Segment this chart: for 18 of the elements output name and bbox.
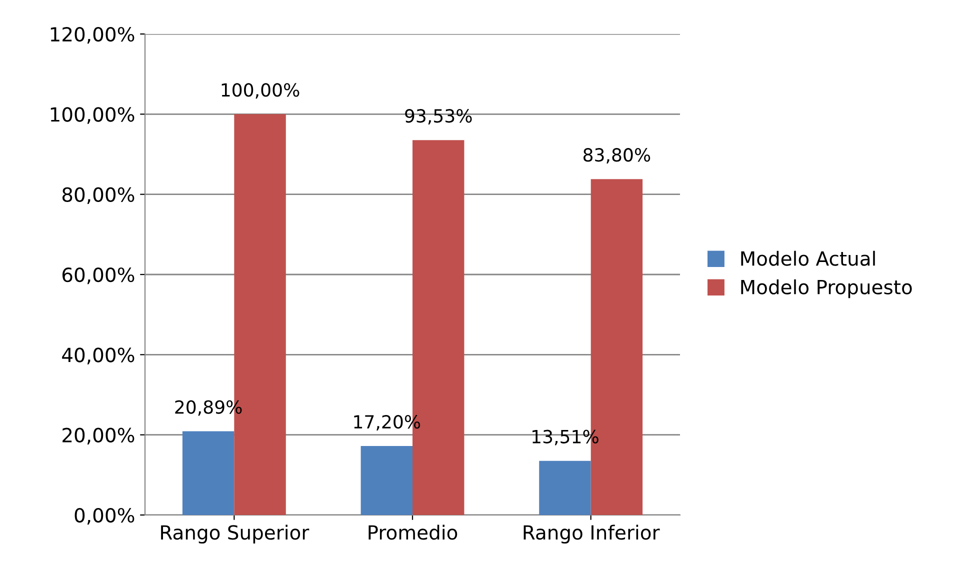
y-tick-label: 0,00%	[74, 508, 134, 525]
legend-label: Modelo Actual	[741, 250, 875, 266]
bar	[360, 446, 412, 515]
bar	[539, 460, 591, 515]
y-tick-label: 40,00%	[62, 348, 134, 364]
x-tick-label: Rango Superior	[161, 524, 310, 544]
y-tick-label: 60,00%	[62, 267, 134, 284]
bar	[182, 431, 234, 515]
y-tick-label: 120,00%	[50, 26, 134, 44]
y-tick-label: 20,00%	[62, 428, 134, 444]
data-label: 93,53%	[405, 109, 472, 125]
x-tick-label: Promedio	[368, 524, 458, 540]
y-tick-label: 80,00%	[62, 187, 134, 204]
legend-label: Modelo Propuesto	[741, 279, 912, 298]
data-label: 100,00%	[222, 83, 300, 99]
y-tick-label: 100,00%	[50, 107, 134, 124]
data-label: 83,80%	[583, 148, 650, 164]
x-tick-label: Rango Inferior	[524, 524, 660, 544]
